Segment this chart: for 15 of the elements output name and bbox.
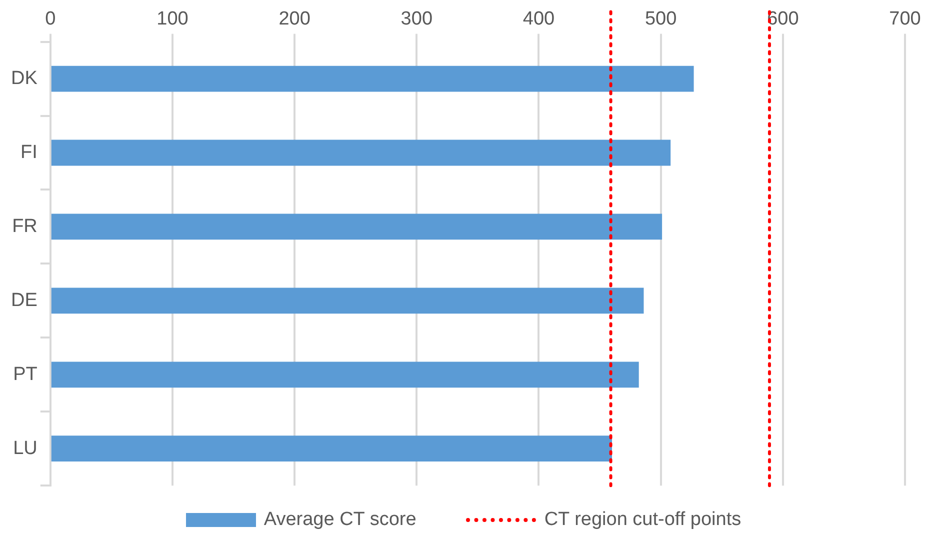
x-tick-label: 500 — [644, 8, 677, 30]
y-tick-label: PT — [13, 364, 38, 385]
y-tick-label: DK — [10, 68, 38, 90]
legend-label: Average CT score — [264, 509, 416, 531]
x-tick-label: 400 — [522, 8, 555, 30]
y-tick-label: LU — [13, 438, 38, 459]
x-tick-label: 100 — [156, 8, 188, 30]
y-tick-label: FI — [20, 142, 38, 163]
x-tick-label: 0 — [45, 8, 56, 30]
y-tick-label: DE — [10, 290, 38, 311]
x-tick-label: 300 — [400, 8, 433, 30]
x-tick-label: 700 — [889, 8, 921, 30]
x-tick-label: 200 — [278, 8, 310, 30]
y-tick-label: FR — [12, 216, 38, 237]
legend-label: CT region cut-off points — [544, 509, 742, 531]
